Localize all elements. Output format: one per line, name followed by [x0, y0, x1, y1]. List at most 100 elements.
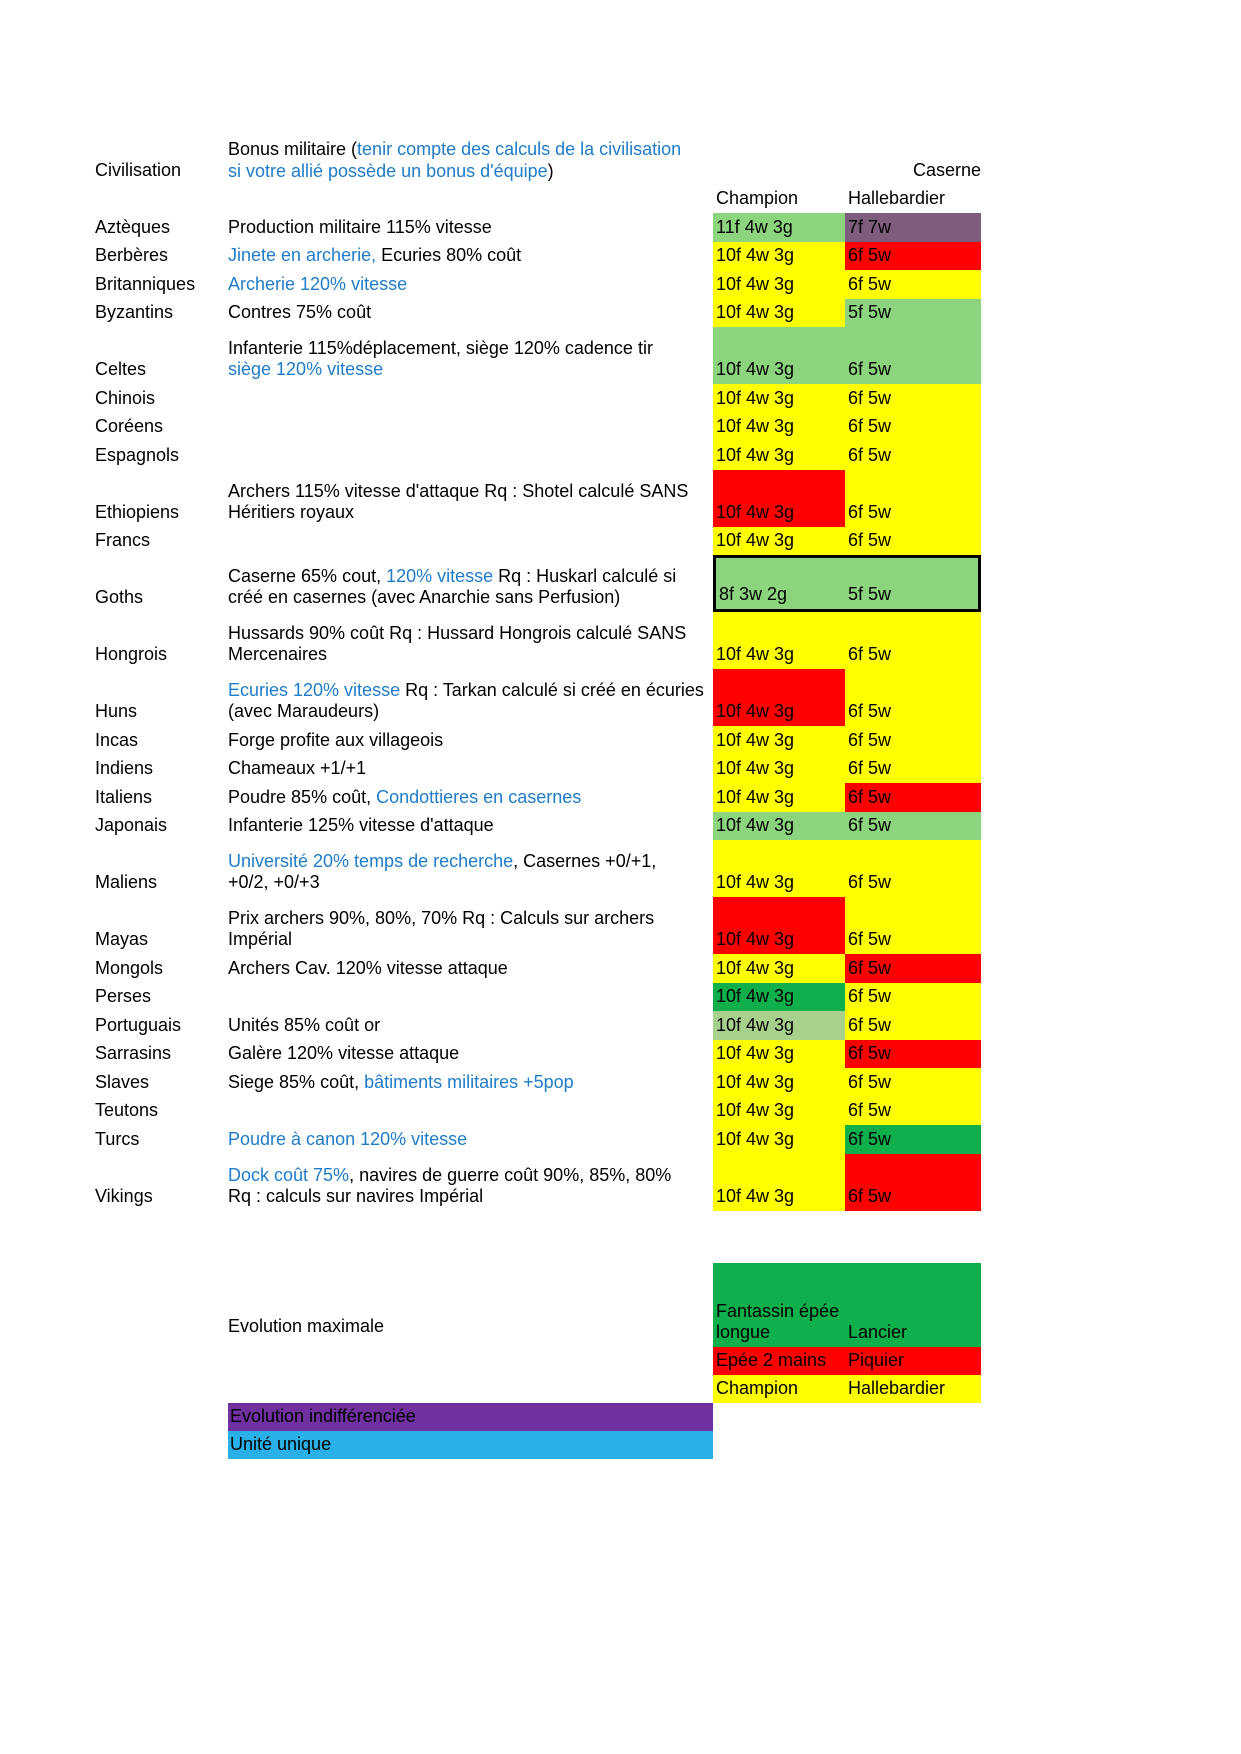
cell-text: 7f 7w — [848, 217, 891, 238]
bonus-text: Galère 120% vitesse attaque — [228, 1040, 713, 1069]
cell-text: 6f 5w — [848, 1186, 891, 1207]
table-row-ethiopiens: Ethiopiens Archers 115% vitesse d'attaque… — [95, 469, 981, 527]
bonus-text: Contres 75% coût — [228, 299, 713, 328]
legend-cell-spear: Hallebardier — [845, 1375, 981, 1403]
bonus-text: Chameaux +1/+1 — [228, 755, 713, 784]
cell-text: Caserne 65% cout, 120% vitesse Rq : Husk… — [228, 566, 676, 608]
civ-name: Byzantins — [95, 299, 228, 328]
bonus-segment-blue: Condottieres en casernes — [376, 786, 582, 807]
cell-text: Indiens — [95, 758, 153, 779]
bonus-segment: Galère 120% vitesse attaque — [228, 1043, 460, 1063]
bonus-segment: 10f 4w 3g — [716, 245, 795, 265]
table-row-vikings: Vikings Dock coût 75%, navires de guerre … — [95, 1153, 981, 1211]
bonus-segment: Celtes — [95, 359, 147, 379]
bonus-segment-blue: Poudre à canon 120% vitesse — [228, 1128, 468, 1149]
cell-text: Production militaire 115% vitesse — [228, 217, 492, 238]
halberdier-cell: 6f 5w — [845, 726, 981, 755]
cell-text: Archers 115% vitesse d'attaque Rq : Shot… — [228, 481, 688, 523]
bonus-segment: 10f 4w 3g — [716, 786, 795, 807]
bonus-text: Infanterie 125% vitesse d'attaque — [228, 812, 713, 841]
cell-text: 6f 5w — [848, 1100, 891, 1121]
civ-name: Vikings — [95, 1154, 228, 1211]
cell-text: 10f 4w 3g — [716, 815, 794, 836]
bonus-segment: Mongols — [95, 957, 164, 978]
halberdier-cell: 6f 5w — [845, 270, 981, 299]
bonus-segment: 6f 5w — [848, 245, 892, 265]
column-header-hallebardier: Hallebardier — [848, 188, 946, 208]
table-row-sarrasins: Sarrasins Galère 120% vitesse attaque 10f … — [95, 1039, 981, 1069]
table-row-slaves: Slaves Siege 85% coût, bâtiments militair… — [95, 1068, 981, 1097]
bonus-text — [228, 441, 713, 470]
cell-text: 6f 5w — [848, 1072, 891, 1093]
bonus-segment: 10f 4w 3g — [716, 815, 795, 835]
cell-text: Huns — [95, 701, 137, 722]
champion-cell: 10f 4w 3g — [713, 1096, 845, 1125]
table-row-berberes: Berbères Jinete en archerie, Ecuries 80% … — [95, 241, 981, 270]
bonus-text: Dock coût 75%, navires de guerre coût 90… — [228, 1154, 713, 1211]
cell-text: 10f 4w 3g — [716, 1186, 794, 1207]
bonus-segment: , Casernes +0/+1, +0/2, +0/+3 — [228, 851, 657, 892]
cell-text: Hongrois — [95, 644, 167, 665]
bonus-text: Infanterie 115%déplacement, siège 120% c… — [228, 327, 713, 384]
legend-bar-unite-unique: Unité unique — [228, 1431, 713, 1459]
cell-text: Unités 85% coût or — [228, 1015, 380, 1036]
legend-cell-infantry: Champion — [713, 1375, 845, 1403]
bonus-segment: 10f 4w 3g — [716, 302, 795, 322]
cell-text: 6f 5w — [848, 530, 891, 551]
header-caserne: Caserne — [912, 160, 981, 180]
halberdier-cell: 5f 5w — [845, 298, 981, 327]
cell-text: 6f 5w — [848, 787, 891, 808]
bonus-segment: Ethiopiens — [95, 501, 180, 522]
champion-cell: 10f 4w 3g — [713, 327, 845, 384]
bonus-segment: 6f 5w — [848, 758, 892, 778]
bonus-segment: Maliens — [95, 872, 158, 892]
cell-text: 10f 4w 3g — [716, 986, 794, 1007]
table-row-mayas: Mayas Prix archers 90%, 80%, 70% Rq : Cal… — [95, 897, 981, 954]
cell-text: Britanniques — [95, 274, 195, 295]
champion-cell: 10f 4w 3g — [713, 840, 845, 897]
header-civilisation: Civilisation — [95, 160, 182, 180]
champion-cell: 10f 4w 3g — [713, 811, 845, 840]
cell-text: 10f 4w 3g — [716, 1100, 794, 1121]
cell-text: Siege 85% coût, bâtiments militaires +5p… — [228, 1072, 574, 1093]
bonus-text: Forge profite aux villageois — [228, 726, 713, 755]
header-bonus-black2: ) — [547, 160, 554, 181]
bonus-segment: 6f 5w — [848, 729, 892, 750]
bonus-segment-blue: Jinete en archerie, — [228, 245, 377, 265]
civ-name: Turcs — [95, 1125, 228, 1154]
civ-name: Portuguais — [95, 1011, 228, 1040]
bonus-segment: 6f 5w — [848, 1185, 892, 1206]
civ-name: Celtes — [95, 327, 228, 384]
legend-label: Piquier — [848, 1350, 905, 1370]
bonus-segment: Italiens — [95, 786, 153, 807]
bonus-segment: Chameaux +1/+1 — [228, 758, 367, 778]
bonus-segment: Siege 85% coût, — [228, 1071, 365, 1092]
legend-label: Lancier — [848, 1322, 908, 1342]
bonus-segment: Slaves — [95, 1071, 150, 1092]
cell-text: 10f 4w 3g — [716, 872, 794, 893]
bonus-segment: 10f 4w 3g — [716, 387, 795, 408]
bonus-segment: Rq : Tarkan calculé si créé en écuries (… — [228, 680, 704, 721]
bonus-text — [228, 1097, 713, 1126]
bonus-segment: 6f 5w — [848, 1014, 892, 1035]
cell-text: 10f 4w 3g — [716, 730, 794, 751]
bonus-segment-blue: bâtiments militaires +5pop — [364, 1071, 574, 1092]
champion-cell: 10f 4w 3g — [713, 897, 845, 954]
bonus-text: Archers Cav. 120% vitesse attaque — [228, 954, 713, 983]
cell-text: Infanterie 125% vitesse d'attaque — [228, 815, 494, 836]
cell-text: 10f 4w 3g — [716, 701, 794, 722]
cell-text: 10f 4w 3g — [716, 245, 794, 266]
cell-text: Mongols — [95, 958, 163, 979]
bonus-segment: Coréens — [95, 416, 164, 436]
cell-text: Archerie 120% vitesse — [228, 274, 407, 295]
champion-cell: 10f 4w 3g — [713, 469, 845, 527]
cell-text: Sarrasins — [95, 1043, 171, 1064]
halberdier-cell: 6f 5w — [845, 1039, 981, 1068]
halberdier-cell: 6f 5w — [845, 441, 981, 470]
bonus-segment: Aztèques — [95, 216, 171, 237]
bonus-segment: 10f 4w 3g — [716, 359, 795, 379]
bonus-segment: 10f 4w 3g — [716, 273, 795, 294]
halberdier-cell: 6f 5w — [845, 1096, 981, 1125]
bonus-segment-blue: siège 120% vitesse — [228, 359, 384, 379]
cell-text: 10f 4w 3g — [716, 530, 794, 551]
